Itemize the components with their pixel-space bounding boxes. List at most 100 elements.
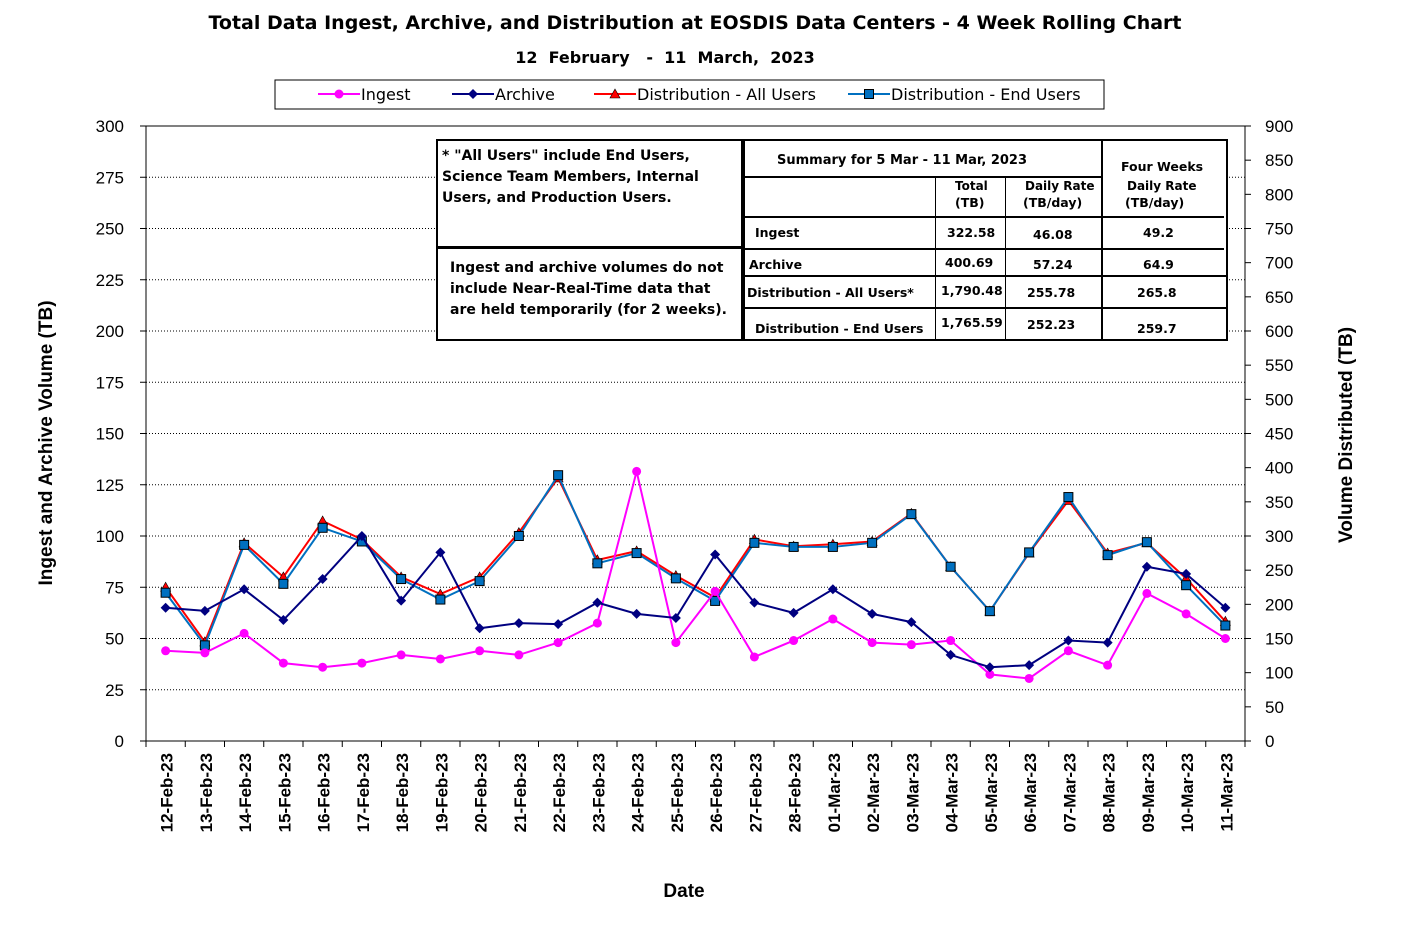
x-tick-label: 13-Feb-23: [197, 753, 216, 832]
point-archive: [160, 602, 171, 613]
x-axis-label: Date: [663, 881, 704, 902]
y2-tick-label: 150: [1265, 630, 1293, 649]
x-tick-label: 09-Mar-23: [1139, 753, 1158, 832]
point-archive: [1220, 602, 1231, 613]
point-ingest: [1142, 588, 1152, 598]
y-tick-label: 150: [96, 425, 124, 444]
legend-item-ingest: Ingest: [318, 85, 410, 104]
point-ingest: [906, 640, 916, 650]
y-tick-label: 25: [105, 681, 124, 700]
point-archive: [356, 531, 367, 541]
point-distribution-end-users: [631, 548, 642, 559]
point-archive: [239, 584, 250, 595]
summary-hline-1: [745, 216, 1224, 218]
point-distribution-end-users: [867, 537, 878, 548]
y2-tick-label: 0: [1265, 732, 1274, 751]
y-tick-label: 300: [96, 117, 124, 136]
series-line-distribution-end-users: [164, 473, 1227, 648]
point-archive: [1102, 637, 1113, 648]
point-ingest: [1024, 673, 1034, 683]
summary-vline-fourweek: [1101, 141, 1103, 341]
point-archive: [984, 662, 995, 673]
point-archive: [396, 595, 407, 606]
point-ingest: [946, 636, 956, 646]
series-ingest: [161, 466, 1230, 683]
y-tick-label: 225: [96, 271, 124, 290]
point-archive: [474, 623, 485, 634]
x-tick-label: 25-Feb-23: [668, 753, 687, 832]
x-tick-label: 02-Mar-23: [864, 753, 883, 832]
col-daily: Daily Rate: [1025, 179, 1095, 193]
summary-table: Summary for 5 Mar - 11 Mar, 2023 Four We…: [743, 139, 1228, 341]
row-dist-end-fourweek: 259.7: [1137, 321, 1177, 336]
point-ingest: [867, 638, 877, 648]
x-tick-label: 11-Mar-23: [1217, 753, 1236, 831]
note-all-users-text: * "All Users" include End Users, Science…: [442, 148, 699, 206]
point-ingest: [553, 638, 563, 648]
summary-title: Summary for 5 Mar - 11 Mar, 2023: [777, 153, 1028, 168]
row-dist-all-daily: 255.78: [1027, 285, 1076, 300]
point-ingest: [710, 586, 720, 596]
row-dist-all-fourweek: 265.8: [1137, 285, 1177, 300]
x-tick-label: 21-Feb-23: [511, 753, 530, 832]
series-distribution-end-users: [160, 470, 1231, 651]
y2-tick-label: 850: [1265, 151, 1293, 170]
y-tick-label: 275: [96, 168, 124, 187]
summary-vline-total: [935, 176, 936, 341]
y-tick-label: 0: [115, 732, 124, 751]
point-distribution-end-users: [278, 578, 289, 589]
point-archive: [670, 613, 681, 623]
legend-marker: [864, 89, 874, 99]
row-ingest-daily: 46.08: [1033, 227, 1073, 242]
point-archive: [513, 618, 524, 629]
point-distribution-end-users: [396, 574, 407, 585]
x-tick-label: 19-Feb-23: [432, 753, 451, 832]
point-archive: [278, 615, 289, 626]
y2-tick-label: 250: [1265, 561, 1293, 580]
x-tick-label: 10-Mar-23: [1178, 753, 1197, 832]
y-tick-label: 50: [105, 630, 124, 649]
point-distribution-end-users: [945, 561, 956, 572]
point-ingest: [435, 654, 445, 664]
point-distribution-end-users: [1102, 550, 1113, 561]
y2-tick-label: 750: [1265, 220, 1293, 239]
point-ingest: [200, 648, 210, 658]
legend-label: Distribution - All Users: [637, 85, 816, 104]
col-fw-daily: Daily Rate: [1127, 179, 1197, 193]
legend-item-distribution-all-users: Distribution - All Users: [594, 85, 816, 104]
y2-tick-label: 550: [1265, 356, 1293, 375]
y2-tick-label: 50: [1265, 698, 1284, 717]
chart-title: Total Data Ingest, Archive, and Distribu…: [208, 12, 1181, 34]
x-tick-label: 28-Feb-23: [786, 753, 805, 832]
row-dist-end-daily: 252.23: [1027, 317, 1076, 332]
point-archive: [1141, 561, 1152, 572]
point-archive: [317, 574, 328, 585]
row-ingest-total: 322.58: [947, 225, 996, 240]
x-tick-label: 26-Feb-23: [707, 753, 726, 832]
y2-tick-label: 400: [1265, 459, 1293, 478]
x-tick-label: 05-Mar-23: [982, 753, 1001, 832]
row-archive-label: Archive: [749, 257, 803, 272]
x-tick-label: 17-Feb-23: [354, 753, 373, 832]
point-distribution-end-users: [1181, 580, 1192, 591]
row-archive-total: 400.69: [945, 255, 994, 270]
y2-tick-label: 600: [1265, 322, 1293, 341]
point-ingest: [789, 636, 799, 646]
col-daily-unit: (TB/day): [1023, 195, 1083, 210]
point-ingest: [396, 650, 406, 660]
x-tick-label: 12-Feb-23: [158, 753, 177, 832]
point-ingest: [1063, 646, 1073, 656]
x-tick-label: 01-Mar-23: [825, 753, 844, 832]
summary-hline-3: [745, 275, 1226, 277]
col-total-unit: (TB): [955, 195, 985, 210]
x-tick-label: 24-Feb-23: [629, 753, 648, 832]
summary-hline-2: [745, 248, 1224, 250]
point-ingest: [749, 652, 759, 662]
col-fw-daily-unit: (TB/day): [1125, 195, 1185, 210]
summary-vline-daily: [1005, 176, 1006, 341]
point-archive: [553, 619, 564, 630]
y2-tick-label: 350: [1265, 493, 1293, 512]
legend-marker: [609, 88, 621, 99]
summary-four-weeks: Four Weeks: [1121, 159, 1204, 174]
y-tick-label: 175: [96, 373, 124, 392]
